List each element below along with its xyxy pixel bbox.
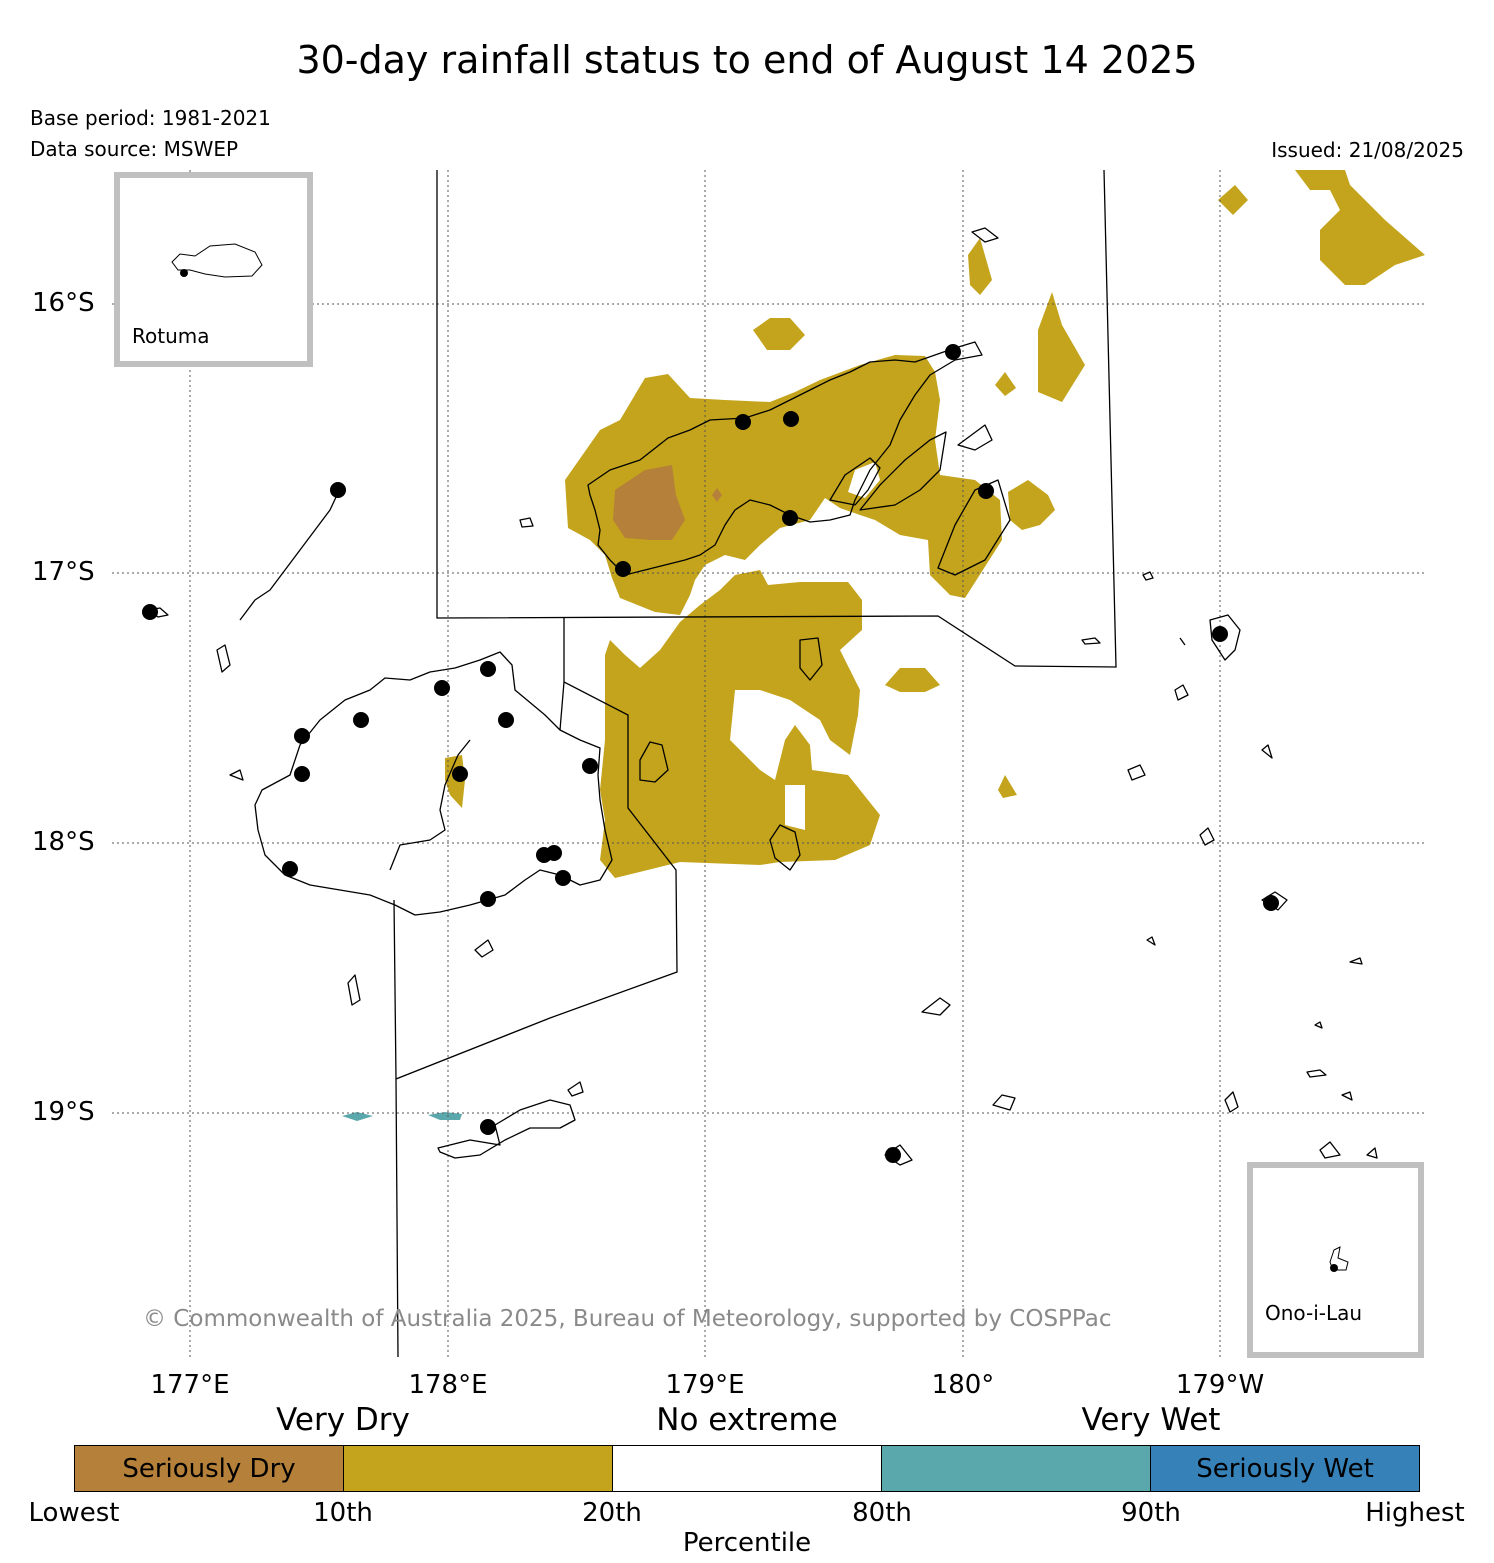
rain-stations xyxy=(142,344,1279,1163)
legend-tick: 80th xyxy=(852,1498,912,1528)
station-marker xyxy=(330,482,346,498)
lat-label: 18°S xyxy=(32,827,95,857)
ono-i-lau-inset xyxy=(1247,1162,1424,1358)
map-title: 30-day rainfall status to end of August … xyxy=(296,38,1198,82)
very-dry-regions xyxy=(445,170,1425,878)
station-marker xyxy=(142,604,158,620)
station-marker xyxy=(945,344,961,360)
station-marker xyxy=(498,712,514,728)
station-marker xyxy=(615,561,631,577)
base-period: Base period: 1981-2021 xyxy=(30,106,271,130)
rotuma-island xyxy=(171,243,263,278)
district-boundaries xyxy=(393,169,1117,1358)
lon-label: 179°E xyxy=(665,1370,745,1400)
rotuma-inset xyxy=(114,172,313,367)
legend-axis-label: Percentile xyxy=(682,1528,812,1558)
legend-segment-very-wet xyxy=(882,1446,1151,1491)
station-marker xyxy=(353,712,369,728)
station-marker xyxy=(294,766,310,782)
lon-label: 179°W xyxy=(1175,1370,1265,1400)
lat-label: 17°S xyxy=(32,557,95,587)
data-source: Data source: MSWEP xyxy=(30,137,239,161)
legend-header-very-dry: Very Dry xyxy=(276,1402,410,1438)
lat-label: 19°S xyxy=(32,1097,95,1127)
station-marker xyxy=(452,766,468,782)
legend-tick: Highest xyxy=(1365,1498,1465,1528)
very-wet-regions xyxy=(342,1112,462,1121)
legend-header-very-wet: Very Wet xyxy=(1081,1402,1221,1438)
issued-date: Issued: 21/08/2025 xyxy=(1271,138,1464,162)
legend-tick: 10th xyxy=(313,1498,373,1528)
segment-label: Seriously Wet xyxy=(1196,1453,1374,1484)
station-marker xyxy=(782,510,798,526)
copyright-notice: © Commonwealth of Australia 2025, Bureau… xyxy=(143,1306,1112,1332)
station-marker xyxy=(555,870,571,886)
lon-label: 180° xyxy=(931,1370,995,1400)
rotuma-label: Rotuma xyxy=(132,324,210,348)
lat-label: 16°S xyxy=(32,288,95,318)
legend-segment-no-extreme xyxy=(613,1446,882,1491)
coastlines xyxy=(147,227,1378,1166)
legend-header-no-extreme: No extreme xyxy=(656,1402,838,1438)
legend-segment-seriously-dry: Seriously Dry xyxy=(75,1446,344,1491)
station-marker xyxy=(978,483,994,499)
station-marker xyxy=(480,891,496,907)
station-marker xyxy=(294,728,310,744)
station-marker xyxy=(885,1147,901,1163)
segment-label: Seriously Dry xyxy=(122,1453,296,1484)
legend-segment-very-dry xyxy=(344,1446,613,1491)
station-marker xyxy=(1263,895,1279,911)
station-marker xyxy=(735,414,751,430)
station-marker xyxy=(783,411,799,427)
graticule xyxy=(112,170,1425,1357)
station-marker xyxy=(434,680,450,696)
lon-label: 178°E xyxy=(408,1370,488,1400)
legend-segment-seriously-wet: Seriously Wet xyxy=(1151,1446,1419,1491)
ono-i-lau-label: Ono-i-Lau xyxy=(1265,1301,1363,1325)
legend-tick: 20th xyxy=(582,1498,642,1528)
seriously-dry-region xyxy=(613,465,685,540)
lon-label: 177°E xyxy=(150,1370,230,1400)
legend-tick: 90th xyxy=(1121,1498,1181,1528)
station-marker xyxy=(1212,626,1228,642)
station-marker xyxy=(546,845,562,861)
legend-tick: Lowest xyxy=(28,1498,120,1528)
station-marker xyxy=(480,1119,496,1135)
percentile-colorbar: Seriously Dry Seriously Wet xyxy=(74,1445,1420,1492)
station-marker xyxy=(582,758,598,774)
station-marker xyxy=(282,861,298,877)
rainfall-status-layer xyxy=(342,170,1425,1121)
station-marker xyxy=(480,661,496,677)
